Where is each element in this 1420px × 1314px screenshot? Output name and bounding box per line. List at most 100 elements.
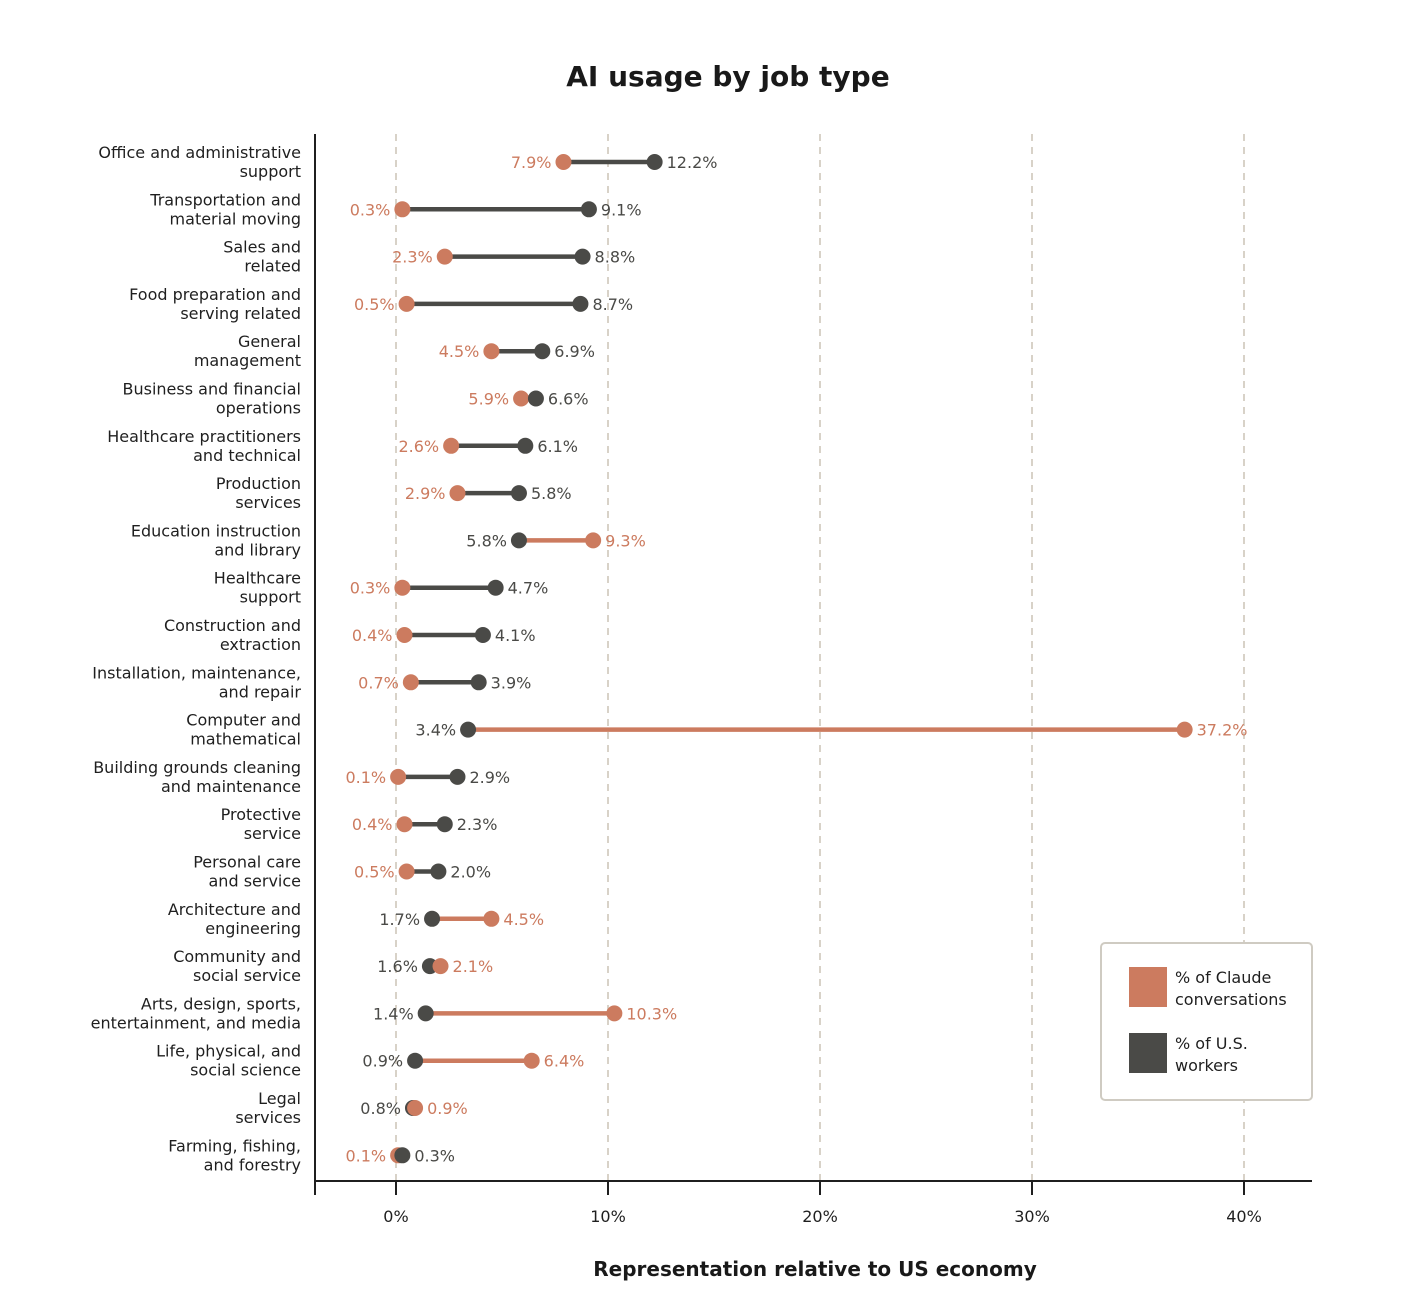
claude-point xyxy=(513,390,530,407)
workers-point xyxy=(574,248,591,265)
category-label-line: related xyxy=(244,257,301,276)
workers-point xyxy=(580,201,597,218)
claude-point xyxy=(394,579,411,596)
category-label-line: Healthcare xyxy=(214,569,301,588)
claude-point xyxy=(402,674,419,691)
category-row: Production services 2.9% 5.8% xyxy=(216,474,572,512)
category-label: Transportation and material moving xyxy=(149,190,301,228)
claude-value-label: 0.3% xyxy=(350,579,391,598)
category-label-line: Business and financial xyxy=(123,380,301,399)
claude-value-label: 0.1% xyxy=(345,768,386,787)
category-row: Personal care and service 0.5% 2.0% xyxy=(193,853,491,891)
category-row: Life, physical, and social science 0.9% 6.4… xyxy=(156,1042,584,1080)
category-row: Arts, design, sports, entertainment, and … xyxy=(91,994,678,1032)
workers-value-label: 9.1% xyxy=(601,200,642,219)
claude-value-label: 9.3% xyxy=(605,531,646,550)
claude-value-label: 37.2% xyxy=(1197,721,1248,740)
claude-legend-swatch xyxy=(1129,967,1167,1007)
category-label-line: Computer and xyxy=(186,711,301,730)
category-label-line: General xyxy=(238,332,301,351)
claude-value-label: 0.1% xyxy=(345,1146,386,1165)
category-label: Architecture and engineering xyxy=(168,900,301,938)
legend-label-line: conversations xyxy=(1175,990,1287,1009)
workers-point xyxy=(449,768,466,785)
workers-point xyxy=(510,485,527,502)
category-label: General management xyxy=(194,332,301,370)
workers-value-label: 6.9% xyxy=(554,342,595,361)
claude-value-label: 10.3% xyxy=(626,1004,677,1023)
category-label-line: Architecture and xyxy=(168,900,301,919)
grid xyxy=(395,134,1245,1181)
category-row: Protective service 0.4% 2.3% xyxy=(221,805,498,843)
category-label: Community and social service xyxy=(173,947,301,985)
category-label-line: service xyxy=(244,824,301,843)
claude-value-label: 2.6% xyxy=(398,437,439,456)
category-label-line: Arts, design, sports, xyxy=(141,994,301,1013)
category-label-line: services xyxy=(235,493,301,512)
category-label: Business and financial operations xyxy=(123,380,301,418)
category-label: Life, physical, and social science xyxy=(156,1042,301,1080)
category-row: Legal services 0.8% 0.9% xyxy=(235,1089,467,1127)
legend: % of Claude conversations % of U.S. workers xyxy=(1100,942,1313,1101)
workers-point xyxy=(407,1052,424,1069)
workers-value-label: 8.8% xyxy=(595,248,636,267)
category-row: Community and social service 1.6% 2.1% xyxy=(173,947,493,985)
category-label-line: engineering xyxy=(205,919,301,938)
category-label-line: Personal care xyxy=(193,853,301,872)
category-label: Construction and extraction xyxy=(164,616,301,654)
claude-point xyxy=(396,627,413,643)
workers-value-label: 0.3% xyxy=(414,1146,455,1165)
x-tick-label: 0% xyxy=(383,1207,408,1226)
claude-point xyxy=(1176,721,1193,738)
claude-point xyxy=(396,816,413,833)
category-label: Installation, maintenance, and repair xyxy=(92,663,301,701)
claude-point xyxy=(398,295,415,312)
category-label-line: support xyxy=(240,162,301,181)
claude-value-label: 2.3% xyxy=(392,248,433,267)
legend-label-line: % of Claude xyxy=(1175,968,1271,987)
workers-value-label: 12.2% xyxy=(667,153,718,172)
claude-point xyxy=(443,437,460,454)
category-label-line: mathematical xyxy=(190,730,301,749)
category-row: Business and financial operations 5.9% 6.6% xyxy=(123,380,589,418)
workers-value-label: 1.6% xyxy=(377,957,418,976)
category-row: Building grounds cleaning and maintenance… xyxy=(93,758,510,796)
workers-point xyxy=(394,1147,411,1164)
claude-value-label: 0.4% xyxy=(352,626,393,645)
claude-value-label: 2.9% xyxy=(405,484,446,503)
legend-label-line: workers xyxy=(1175,1056,1238,1075)
workers-point xyxy=(430,863,447,880)
workers-point xyxy=(487,579,504,596)
category-label-line: extraction xyxy=(220,635,301,654)
claude-point xyxy=(394,201,411,218)
category-label-line: Community and xyxy=(173,947,301,966)
category-label-line: social service xyxy=(193,966,301,985)
claude-point xyxy=(432,958,449,975)
category-row: Construction and extraction 0.4% 4.1% xyxy=(164,616,536,654)
workers-value-label: 5.8% xyxy=(466,531,507,550)
category-label-line: support xyxy=(240,588,301,607)
claude-value-label: 0.7% xyxy=(358,673,399,692)
category-label: Production services xyxy=(216,474,301,512)
category-label-line: and forestry xyxy=(204,1155,301,1174)
category-label-line: Life, physical, and xyxy=(156,1042,301,1061)
claude-value-label: 4.5% xyxy=(503,910,544,929)
chart-title: AI usage by job type xyxy=(566,60,889,93)
claude-legend-label: % of Claude conversations xyxy=(1175,968,1287,1009)
category-label: Legal services xyxy=(235,1089,301,1127)
workers-value-label: 4.1% xyxy=(495,626,536,645)
category-label-line: Installation, maintenance, xyxy=(92,663,301,682)
legend-label-line: % of U.S. xyxy=(1175,1034,1248,1053)
category-label: Computer and mathematical xyxy=(186,711,301,749)
workers-value-label: 3.4% xyxy=(415,721,456,740)
workers-point xyxy=(470,674,487,691)
claude-value-label: 6.4% xyxy=(544,1052,585,1071)
claude-point xyxy=(483,343,500,360)
category-label: Sales and related xyxy=(223,238,301,276)
category-row: General management 4.5% 6.9% xyxy=(194,332,595,370)
category-row: Computer and mathematical 3.4% 37.2% xyxy=(186,711,1247,749)
workers-point xyxy=(534,343,551,360)
category-label-line: Protective xyxy=(221,805,301,824)
workers-point xyxy=(517,437,534,454)
